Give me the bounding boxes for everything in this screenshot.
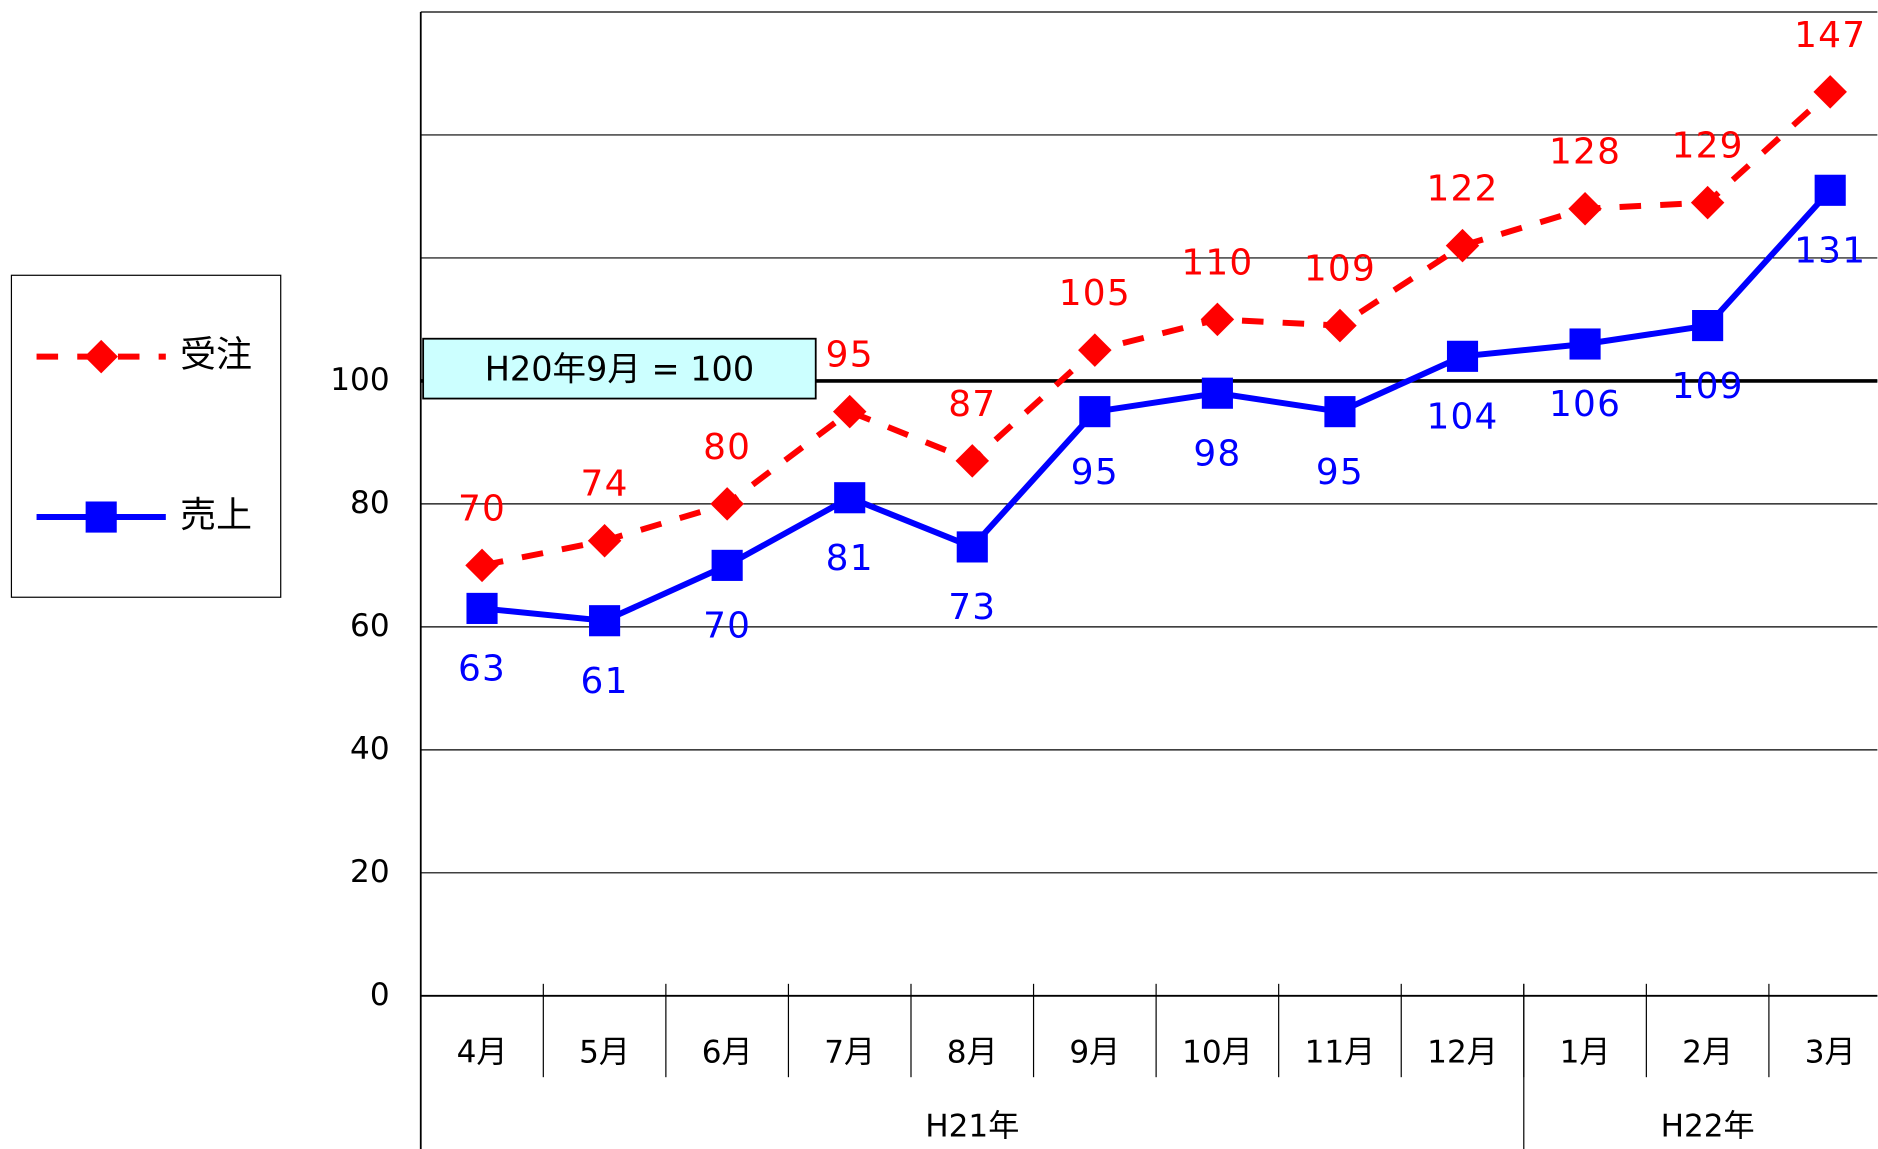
data-label: 73 <box>948 587 996 628</box>
data-label: 128 <box>1549 132 1621 173</box>
data-label: 129 <box>1672 126 1744 167</box>
data-label: 61 <box>581 661 629 702</box>
marker <box>1201 377 1233 409</box>
legend-label: 売上 <box>180 495 252 536</box>
data-label: 70 <box>458 488 506 529</box>
marker <box>955 444 990 478</box>
marker <box>1569 328 1601 360</box>
data-label: 95 <box>1316 452 1364 493</box>
marker <box>1079 396 1111 428</box>
y-tick-label: 40 <box>350 731 390 767</box>
data-label: 80 <box>703 427 751 468</box>
marker <box>1813 75 1847 109</box>
y-tick-label: 60 <box>350 608 390 644</box>
data-label: 87 <box>948 384 996 425</box>
data-label: 122 <box>1426 169 1498 210</box>
legend-box <box>10 274 282 598</box>
group-label: H21年 <box>925 1108 1019 1144</box>
data-label: 147 <box>1794 15 1866 56</box>
marker <box>1324 396 1356 428</box>
marker <box>1446 340 1479 372</box>
data-label: 105 <box>1059 273 1131 314</box>
marker <box>711 549 743 581</box>
marker <box>956 531 988 563</box>
legend-marker <box>84 339 118 374</box>
marker <box>710 487 744 521</box>
x-tick-label: 4月 <box>457 1034 508 1070</box>
series-line <box>481 188 1833 624</box>
legend-marker <box>85 501 117 533</box>
y-tick-label: 0 <box>370 977 390 1013</box>
marker <box>832 394 867 429</box>
x-tick-label: 12月 <box>1427 1034 1498 1070</box>
x-tick-label: 5月 <box>579 1034 630 1070</box>
data-label: 63 <box>458 649 506 690</box>
x-tick-label: 7月 <box>824 1034 875 1070</box>
x-tick-label: 11月 <box>1305 1034 1376 1070</box>
data-label: 104 <box>1426 397 1498 438</box>
x-tick-label: 1月 <box>1560 1034 1611 1070</box>
y-tick-label: 80 <box>350 485 390 521</box>
marker <box>834 482 866 514</box>
reference-label-box <box>422 337 817 400</box>
x-tick-label: 8月 <box>947 1034 998 1070</box>
x-tick-label: 9月 <box>1069 1034 1120 1070</box>
marker <box>1692 310 1724 342</box>
legend-label: 受注 <box>180 335 252 376</box>
marker <box>465 548 499 583</box>
marker <box>1690 185 1725 220</box>
group-label: H22年 <box>1661 1108 1755 1144</box>
series-line <box>481 89 1833 569</box>
marker <box>587 524 622 558</box>
data-label: 106 <box>1549 384 1621 425</box>
x-tick-label: 6月 <box>702 1034 753 1070</box>
x-tick-label: 10月 <box>1182 1034 1253 1070</box>
marker <box>1078 333 1112 367</box>
data-label: 131 <box>1794 231 1866 272</box>
marker <box>466 592 498 624</box>
marker <box>1814 174 1846 206</box>
marker <box>1323 308 1357 343</box>
data-label: 74 <box>581 464 629 505</box>
data-label: 95 <box>1071 452 1119 493</box>
marker <box>1200 302 1235 337</box>
data-label: 110 <box>1181 242 1253 283</box>
x-tick-label: 2月 <box>1682 1034 1733 1070</box>
data-label: 98 <box>1193 433 1241 474</box>
marker <box>1568 191 1602 226</box>
reference-label: H20年9月 = 100 <box>485 350 754 389</box>
data-label: 95 <box>826 335 874 376</box>
data-label: 70 <box>703 606 751 647</box>
y-tick-label: 20 <box>350 854 390 890</box>
data-label: 109 <box>1304 249 1376 290</box>
x-tick-label: 3月 <box>1805 1034 1856 1070</box>
marker <box>589 605 621 637</box>
y-tick-label: 100 <box>330 362 389 398</box>
data-label: 109 <box>1672 366 1744 407</box>
data-label: 81 <box>826 538 874 579</box>
